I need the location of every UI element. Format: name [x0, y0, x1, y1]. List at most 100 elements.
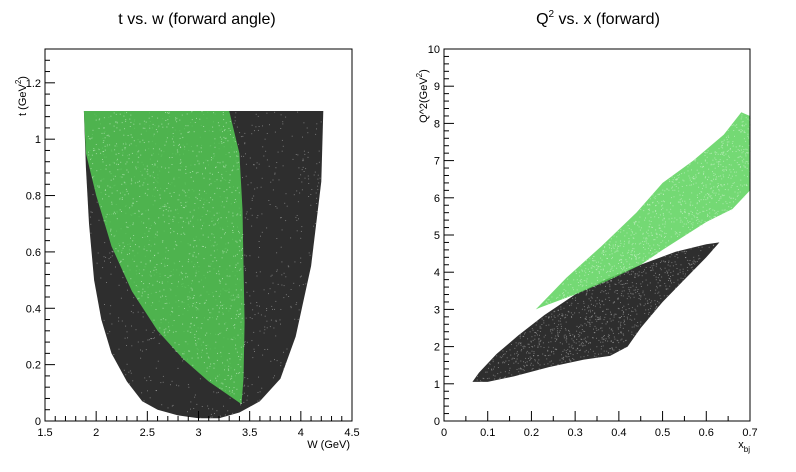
chart1-point — [243, 401, 245, 403]
chart1-point — [256, 167, 258, 169]
chart2-point — [539, 334, 540, 336]
chart2-point — [686, 185, 688, 187]
chart1-point — [208, 265, 210, 267]
chart2-point — [539, 340, 541, 342]
chart1-point — [183, 358, 185, 360]
chart1-point — [150, 338, 152, 339]
chart2-point — [561, 315, 563, 317]
chart2-point — [732, 168, 734, 170]
chart1-point — [171, 307, 173, 309]
chart1-point — [151, 154, 153, 156]
chart1-point — [176, 244, 178, 246]
chart2-point — [722, 153, 724, 155]
chart1-point — [103, 151, 105, 152]
chart1-point — [160, 382, 162, 384]
chart2-point — [564, 360, 566, 362]
chart2-point — [558, 313, 560, 315]
chart2-point — [737, 189, 739, 190]
chart1-point — [207, 160, 209, 162]
chart1-point — [225, 164, 227, 166]
chart1-point — [144, 377, 146, 379]
chart2-point — [557, 333, 559, 335]
chart1-point — [127, 193, 129, 195]
chart1-point — [211, 220, 213, 222]
chart1-point — [143, 182, 145, 184]
chart1-point — [213, 245, 215, 247]
chart1-point — [146, 171, 148, 173]
chart2-point — [610, 320, 612, 322]
chart1-point — [132, 202, 134, 204]
chart2-point — [639, 216, 641, 218]
chart2-point — [736, 195, 738, 197]
chart2-point — [614, 276, 615, 278]
chart2-point — [633, 289, 635, 291]
chart2-point — [745, 148, 747, 150]
chart1-point — [159, 281, 160, 283]
chart2-point — [692, 270, 694, 272]
chart1-point — [145, 302, 146, 304]
chart2-point — [573, 359, 575, 360]
chart2-point — [725, 166, 727, 168]
chart2-point — [667, 274, 669, 276]
chart2-point — [741, 156, 743, 158]
chart2-point — [585, 268, 587, 270]
chart2-point — [672, 179, 674, 181]
chart2-point — [738, 150, 740, 152]
chart2-point — [645, 255, 647, 257]
chart2-point — [664, 267, 666, 269]
chart2-point — [671, 254, 673, 256]
chart1-point — [222, 161, 224, 163]
chart2-point — [656, 201, 658, 203]
chart2-point — [652, 201, 654, 203]
chart2-point — [666, 297, 668, 299]
chart2-point — [617, 297, 619, 299]
chart2-point — [631, 231, 633, 232]
chart2-point — [617, 340, 619, 342]
chart2-point — [696, 202, 698, 204]
chart2-point — [606, 308, 608, 310]
chart2-point — [717, 216, 718, 217]
chart1-point — [108, 135, 110, 137]
chart2-point — [652, 194, 654, 196]
chart1-point — [194, 164, 196, 166]
chart1-point — [147, 209, 149, 211]
chart2-point — [585, 340, 587, 342]
chart1-point — [181, 217, 183, 219]
chart2-point — [610, 340, 612, 342]
chart2-point — [661, 260, 663, 262]
chart1-point — [293, 282, 295, 284]
chart1-point — [217, 316, 219, 318]
chart2-point — [627, 293, 629, 295]
chart1-point — [283, 351, 284, 353]
chart2-point — [601, 300, 603, 302]
chart1-point — [187, 298, 189, 300]
chart2-point — [594, 353, 596, 355]
chart1-point — [249, 317, 251, 319]
chart2-point — [590, 348, 591, 350]
chart1-point — [205, 246, 206, 248]
chart1-point — [88, 151, 89, 153]
chart2-point — [658, 193, 660, 195]
chart2-point — [701, 183, 703, 185]
chart1-point — [218, 279, 220, 281]
chart2-point — [578, 327, 580, 329]
chart2-point — [574, 335, 576, 337]
chart2-point — [617, 298, 619, 300]
chart1-point — [239, 313, 241, 315]
chart1-point — [152, 332, 154, 333]
chart2-point — [702, 206, 704, 208]
chart2-point — [648, 235, 650, 237]
chart1-point — [253, 164, 255, 166]
chart1-point — [251, 133, 253, 135]
chart2-point — [723, 176, 725, 178]
chart2-point — [633, 248, 635, 250]
chart2-point — [671, 282, 672, 284]
chart2-point — [662, 207, 664, 209]
chart1-point — [269, 326, 271, 328]
chart1-point — [95, 144, 97, 145]
chart1-point — [316, 163, 318, 165]
chart2-point — [617, 298, 619, 300]
chart2-point — [637, 322, 639, 323]
chart1-point — [261, 231, 263, 233]
chart2-point — [553, 322, 555, 324]
